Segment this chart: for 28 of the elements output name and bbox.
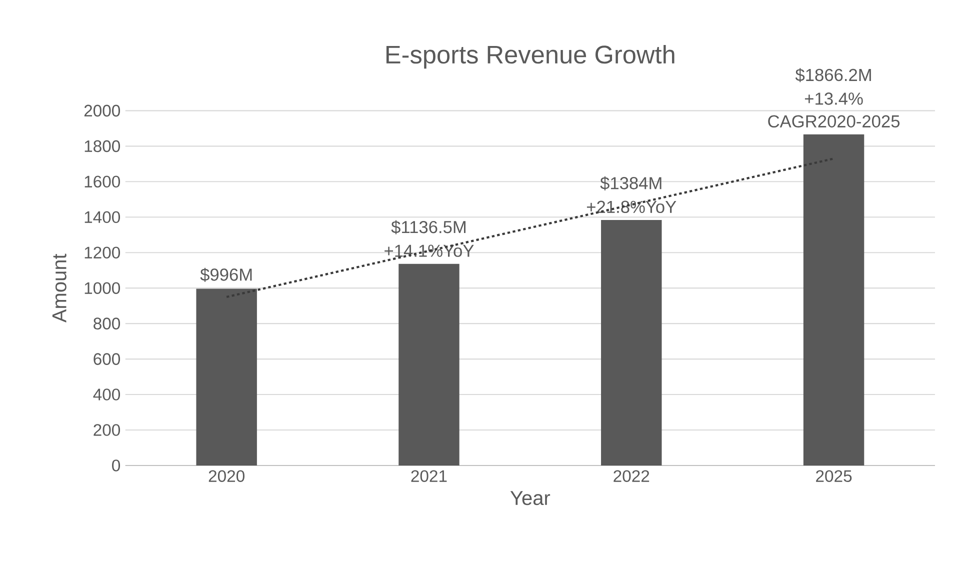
bar — [601, 220, 662, 466]
x-tick-label: 2022 — [614, 470, 650, 482]
annotation: CAGR2020-2025 — [768, 115, 900, 128]
y-tick-label: 2000 — [84, 105, 120, 117]
bar — [398, 264, 460, 466]
data-label: $996M — [200, 268, 252, 282]
bar — [803, 134, 864, 466]
y-tick-label: 200 — [94, 424, 120, 436]
y-tick-label: 1600 — [84, 176, 120, 188]
bar — [196, 289, 257, 466]
y-tick-label: 1000 — [84, 282, 120, 294]
y-tick-label: 400 — [93, 388, 120, 401]
data-label: $1866.2M — [795, 68, 871, 82]
y-axis-title: Amount — [52, 254, 66, 323]
y-tick-label: 600 — [94, 353, 120, 366]
data-label: $1384M — [600, 176, 662, 191]
y-tick-label: 0 — [112, 460, 120, 472]
y-tick-label: 1400 — [84, 211, 120, 224]
y-tick-label: 1200 — [84, 246, 120, 259]
x-tick-label: 2020 — [208, 470, 244, 482]
x-tick-label: 2025 — [816, 470, 852, 482]
data-label: $1136.5M — [391, 220, 466, 234]
annotation: +13.4% — [804, 92, 863, 106]
y-tick-label: 1800 — [84, 140, 120, 152]
x-axis-title: Year — [510, 491, 550, 506]
chart-title: E-sports Revenue Growth — [386, 45, 674, 69]
x-tick-label: 2021 — [411, 470, 447, 482]
y-tick-label: 800 — [94, 318, 120, 330]
